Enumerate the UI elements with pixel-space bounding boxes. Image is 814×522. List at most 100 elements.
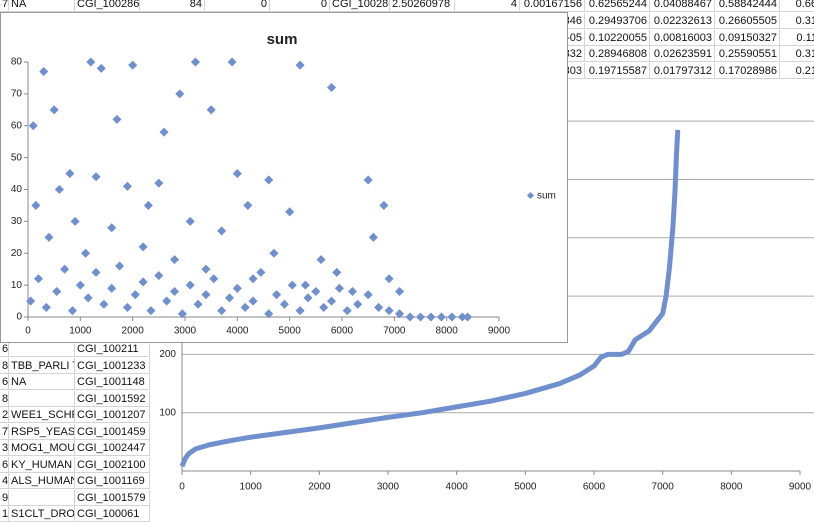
cell[interactable]: 0.29493706 [585,13,650,29]
cell[interactable]: 0.66 [780,0,814,12]
point [243,200,253,210]
cell[interactable]: 6 [0,374,9,390]
x-tick-label: 9000 [789,482,812,493]
cell[interactable]: 0.26605505 [715,13,780,29]
cell[interactable]: 8 [0,390,9,407]
x-tick-label: 5000 [279,326,302,337]
cell[interactable] [9,489,75,506]
y-tick-label: 200 [159,349,176,360]
point [185,216,195,226]
cell[interactable]: 7 [0,423,9,440]
cell[interactable] [9,341,75,357]
point [327,82,337,93]
cell[interactable]: 9 [0,489,9,506]
cell[interactable]: CGI_1001207 [75,407,150,423]
cell[interactable]: WEE1_SCHPI [9,407,75,423]
x-tick-label: 5000 [514,482,537,493]
y-tick-label: 20 [11,248,23,259]
cell[interactable]: NA [9,374,75,390]
cell[interactable]: S1CLT_DROI [9,506,75,522]
cell[interactable]: 2.50260978 [390,0,455,12]
y-tick-label: 0 [16,312,22,323]
cell[interactable]: MOG1_MOU [9,440,75,456]
point [190,57,200,67]
point [159,127,169,137]
point [83,293,93,303]
cell[interactable]: 0.19715587 [585,62,650,79]
cell[interactable]: 6 [0,341,9,357]
point [122,181,132,191]
cell[interactable]: 4 [0,473,9,489]
cell[interactable]: CGI_100211 [75,341,150,357]
cell[interactable]: 0 [205,0,270,12]
point [217,306,227,316]
cell[interactable]: 8 [0,357,9,374]
point [49,105,59,115]
cell[interactable]: 0.17028986 [715,62,780,79]
cell[interactable]: 3 [0,440,9,456]
cell[interactable]: CGI_1001148 [75,374,150,390]
cell[interactable]: 0.01797312 [650,62,715,79]
cell[interactable]: 0.00816003 [650,29,715,46]
chart-title: sum [267,31,298,48]
y-tick-label: 50 [11,152,23,163]
x-tick-label: 7000 [383,326,406,337]
point [162,296,172,306]
cell[interactable]: 0.02232613 [650,13,715,29]
cell[interactable]: CGI_1001592 [75,390,150,407]
cell[interactable]: 7 [0,0,9,12]
cell[interactable] [9,390,75,407]
cell[interactable]: 0.11 [780,30,814,46]
cell[interactable]: 0.00167156 [520,0,585,12]
cell[interactable]: 84 [140,0,205,12]
x-tick-label: 0 [25,326,31,337]
y-tick-label: 100 [159,407,176,418]
cell[interactable]: CGI_1002447 [75,440,150,456]
x-tick-label: 6000 [331,326,354,337]
point [39,67,49,77]
cell[interactable]: 0.62565244 [585,0,650,12]
y-tick-label: 70 [11,89,23,100]
cell[interactable]: CGI_100061 [75,506,150,522]
cell[interactable]: 6 [0,456,9,473]
cell[interactable]: 0.21 [780,63,814,79]
cell[interactable]: NA [9,0,75,12]
cell[interactable]: RSP5_YEAST [9,423,75,440]
cell[interactable]: CGI_1001579 [75,489,150,506]
point [138,242,148,252]
point [248,296,258,306]
cell[interactable]: 0 [270,0,330,12]
point [170,286,180,297]
cell[interactable]: CGI_1001459 [75,423,150,440]
cell[interactable]: 1 [0,506,9,522]
cell[interactable]: CGI_1002100 [75,456,150,473]
point [201,290,211,300]
cell[interactable]: CGI_1001169 [75,473,150,489]
cell[interactable]: CGI_100286 [330,0,390,12]
cell[interactable]: TBB_PARLI T [9,357,75,374]
data-line [179,129,681,468]
point [44,232,54,242]
y-tick-label: 30 [11,216,23,227]
cell[interactable]: 0.58842444 [715,0,780,12]
cell[interactable]: 0.10220055 [585,29,650,46]
cell[interactable]: CGI_1001233 [75,357,150,374]
cell[interactable]: KY_HUMAN [9,456,75,473]
cell[interactable]: ALS_HUMAN [9,473,75,489]
cell[interactable]: 0.04088467 [650,0,715,12]
x-tick-label: 2000 [308,482,331,493]
cell[interactable]: 2 [0,407,9,423]
point [316,255,326,265]
point [138,277,148,287]
cell[interactable]: 0.31 [780,13,814,29]
cell[interactable]: 0.28946808 [585,46,650,62]
point [70,216,80,226]
point [209,274,219,284]
cell[interactable]: CGI_100286 [75,0,140,12]
cell[interactable]: 0.09150327 [715,29,780,46]
cell[interactable]: 4 [455,0,520,12]
cell[interactable]: 0.02623591 [650,46,715,62]
cell[interactable]: 0.25590551 [715,46,780,62]
cell[interactable]: 0.31 [780,46,814,62]
chart-area [0,12,568,343]
